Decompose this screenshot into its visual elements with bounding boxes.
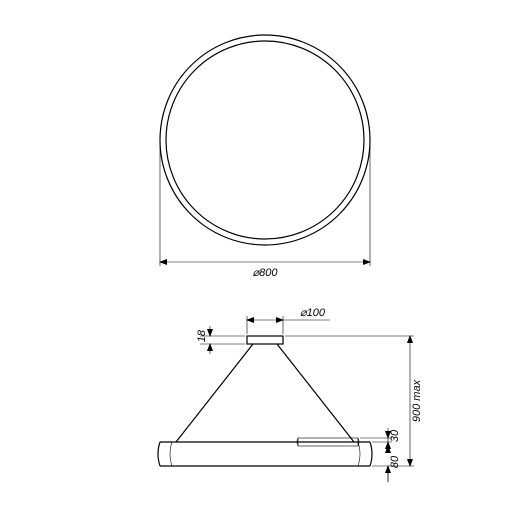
ring-body <box>158 438 372 466</box>
ceiling-mount <box>247 336 283 344</box>
dim-label-diameter: ⌀800 <box>253 267 279 279</box>
dim-label-body: 80 <box>389 455 401 468</box>
dim-label-led: 30 <box>389 429 401 442</box>
ring-left-inner <box>170 442 172 466</box>
ring-outer-circle <box>160 35 370 245</box>
ring-right-end <box>370 442 372 466</box>
dim-label-mount-h: 18 <box>196 329 208 342</box>
dim-label-overall: 900 max <box>411 379 423 422</box>
ring-inner-circle <box>166 41 364 239</box>
dim-label-mount-dia: ⌀100 <box>300 307 326 319</box>
cable-right <box>277 344 354 442</box>
cable-left <box>176 344 253 442</box>
top-view: ⌀800 <box>160 35 370 279</box>
ring-left-end <box>158 442 160 466</box>
dimension-drawing: ⌀800 ⌀100 18 <box>0 0 530 530</box>
side-view: ⌀100 18 <box>158 307 423 482</box>
